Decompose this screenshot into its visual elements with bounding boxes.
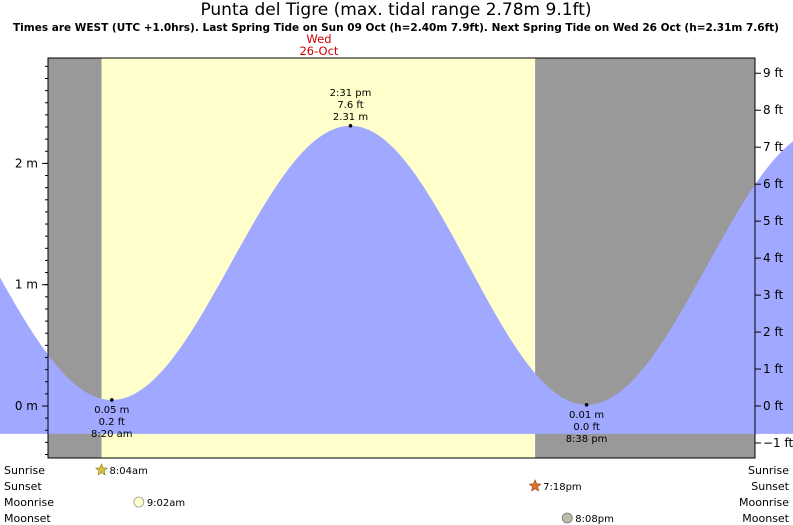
moonrise-icon [133,496,145,508]
sunset-icon [528,479,542,492]
tide-high-m: 2.31 m [333,112,368,123]
y-right-tick-label: 4 ft [763,251,783,265]
y-right-tick-label: 8 ft [763,103,783,117]
y-left-tick-label: 0 m [15,399,38,413]
row-label-right: Moonrise [739,496,789,509]
moonset-time: 8:08pm [575,514,614,525]
tide-low-m: 0.05 m [94,405,129,416]
tide-point [584,402,589,407]
moonrise-time: 9:02am [147,498,185,509]
row-label-right: Sunrise [748,464,789,477]
day-label-date: 26-Oct [299,44,338,58]
sunset-time: 7:18pm [543,482,582,493]
row-label-right: Moonset [742,512,789,525]
row-label-right: Sunset [751,480,789,493]
y-right-tick-label: 5 ft [763,214,783,228]
y-right-tick-label: 0 ft [763,399,783,413]
y-right-tick-label: 1 ft [763,362,783,376]
sunrise-icon [95,463,108,476]
sunrise-time: 8:04am [110,466,148,477]
tide-area [0,125,793,434]
astro-rows: Sunrise Sunrise Sunset Sunset Moonrise Moonri… [4,463,790,525]
y-left-tick-label: 2 m [15,156,38,170]
y-right-tick-label: −1 ft [763,436,793,450]
tide-low-time: 8:20 am [91,429,133,440]
tide-high-ft: 7.6 ft [337,100,363,111]
day-labels: Wed26-OctThu27-OctFri28-OctSat29-OctSun3… [299,32,338,58]
y-left-tick-label: 1 m [15,278,38,292]
tide-point [110,398,114,402]
row-label-left: Moonset [4,512,51,525]
day-label-dow: Wed [306,32,331,46]
tide-low-ft: 0.0 ft [573,422,599,433]
row-label-left: Sunrise [4,464,45,477]
tide-low-m: 0.01 m [569,410,604,421]
row-label-left: Sunset [4,480,42,493]
y-right-tick-label: 7 ft [763,140,783,154]
y-right-tick-label: 2 ft [763,325,783,339]
y-right-tick-label: 9 ft [763,66,783,80]
tide-high-time: 2:31 pm [330,88,372,99]
tide-low-time: 8:38 pm [566,434,608,445]
y-right-tick-label: 3 ft [763,288,783,302]
tide-labels: 0.05 m0.2 ft8:20 am 2:31 pm7.6 ft2.31 m 0.… [91,88,608,445]
moonset-icon [561,512,573,524]
chart-subtitle: Times are WEST (UTC +1.0hrs). Last Sprin… [13,22,779,34]
chart-title: Punta del Tigre (max. tidal range 2.78m … [200,0,591,20]
y-right-tick-label: 6 ft [763,177,783,191]
tide-low-ft: 0.2 ft [99,417,125,428]
tide-curve [0,125,793,434]
row-label-left: Moonrise [4,496,54,509]
axes: 0 m 1 m 2 m −1 ft 0 ft 1 ft 2 ft 3 ft 4 ft 5 ft 6 … [15,57,793,459]
tide-point [348,123,353,128]
